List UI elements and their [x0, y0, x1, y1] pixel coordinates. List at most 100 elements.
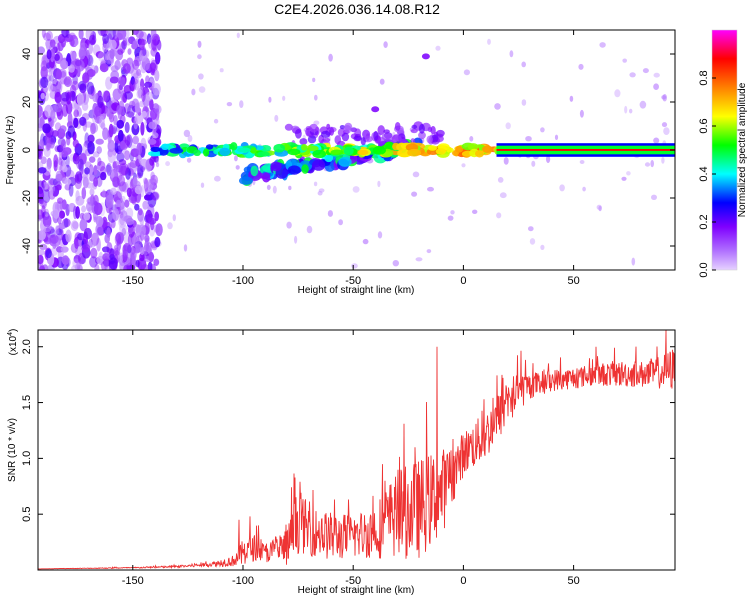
noise-blob	[139, 247, 145, 256]
noise-blob	[140, 166, 146, 173]
noise-blob	[72, 221, 79, 230]
fringe-blob	[395, 135, 402, 142]
ridge-blob	[203, 148, 210, 157]
branch-blob	[301, 164, 309, 174]
noise-blob	[70, 220, 79, 232]
ridge-blob	[307, 145, 319, 152]
faint-blob	[662, 94, 667, 102]
noise-blob	[133, 72, 142, 79]
colorbar-tick-label: 0.8	[698, 70, 710, 85]
colorbar-tick-label: 0.2	[698, 214, 710, 229]
faint-blob	[579, 160, 585, 164]
ridge-blob	[301, 144, 308, 151]
fringe-blob	[431, 134, 439, 143]
noise-blob	[86, 197, 95, 205]
noise-blob	[60, 92, 70, 102]
faint-blob	[266, 184, 271, 190]
faint-blob	[626, 171, 631, 176]
branch-blob	[312, 159, 326, 171]
noise-blob	[64, 178, 72, 186]
fringe-blob	[426, 135, 433, 144]
spectrogram-x-tick-label: 0	[460, 275, 466, 287]
fringe-blob	[299, 138, 308, 145]
faint-blob	[236, 32, 240, 39]
noise-blob	[100, 171, 107, 181]
noise-blob	[125, 135, 131, 146]
noise-blob	[106, 107, 111, 117]
faint-blob	[351, 263, 358, 269]
noise-blob	[119, 224, 128, 233]
noise-blob	[50, 110, 56, 120]
noise-blob	[106, 227, 111, 238]
noise-blob	[125, 37, 132, 46]
colorbar-tick-label: 0.6	[698, 118, 710, 133]
noise-blob	[139, 158, 149, 170]
noise-blob	[155, 223, 163, 237]
noise-blob	[68, 183, 74, 197]
noise-blob	[41, 30, 46, 38]
noise-blob	[72, 139, 79, 148]
noise-blob	[141, 110, 147, 118]
noise-blob	[137, 164, 144, 177]
snr-x-tick-label: 50	[567, 575, 579, 587]
faint-blob	[435, 45, 441, 51]
noise-blob	[134, 203, 140, 211]
faint-blob	[338, 219, 343, 226]
noise-blob	[88, 34, 97, 46]
noise-blob	[59, 143, 65, 153]
faint-blob	[167, 222, 173, 230]
noise-blob	[108, 123, 114, 138]
faint-blob	[540, 127, 545, 133]
faint-blob	[529, 238, 536, 245]
fringe-blob	[410, 128, 418, 134]
branch-blob	[270, 161, 282, 172]
spectrogram-x-tick-label: -100	[232, 275, 254, 287]
faint-blob	[469, 136, 474, 142]
ridge-blob	[169, 147, 184, 154]
noise-blob	[96, 226, 104, 236]
noise-blob	[115, 199, 122, 208]
noise-blob	[88, 43, 94, 55]
noise-blob	[117, 48, 124, 55]
noise-blob	[79, 153, 87, 165]
figure-title: C2E4.2026.036.14.08.R12	[274, 1, 440, 17]
faint-blob	[528, 226, 534, 232]
noise-blob	[38, 249, 45, 256]
faint-blob	[559, 184, 565, 192]
noise-blob	[139, 252, 145, 262]
noise-blob	[98, 115, 105, 128]
noise-blob	[55, 173, 63, 182]
noise-blob	[136, 68, 142, 76]
noise-blob	[67, 112, 73, 126]
noise-blob	[114, 233, 122, 246]
ridge-blob	[407, 148, 421, 157]
noise-blob	[61, 164, 68, 173]
ridge-blob	[161, 143, 169, 150]
noise-blob	[58, 158, 63, 166]
noise-blob	[49, 185, 54, 200]
faint-blob	[328, 53, 333, 62]
fringe-blob	[377, 125, 385, 136]
snr-x-tick-label: 0	[460, 575, 466, 587]
noise-blob	[54, 122, 62, 131]
faint-blob	[313, 181, 318, 187]
noise-blob	[61, 30, 69, 38]
noise-blob	[149, 263, 156, 270]
faint-blob	[239, 100, 244, 108]
faint-blob	[235, 165, 240, 170]
noise-blob	[81, 205, 87, 213]
ridge-blob	[435, 148, 447, 155]
noise-blob	[73, 109, 79, 118]
faint-blob	[579, 109, 584, 118]
noise-blob	[154, 211, 160, 222]
ridge-blob	[482, 145, 493, 153]
faint-blob	[272, 185, 277, 194]
noise-blob	[96, 146, 102, 154]
noise-blob	[123, 264, 131, 270]
snr-x-tick-label: -150	[122, 575, 144, 587]
noise-blob	[54, 102, 63, 113]
faint-blob	[650, 160, 654, 168]
noise-blob	[119, 205, 126, 215]
noise-blob	[102, 90, 110, 103]
spectrogram-y-tick-label: 20	[21, 96, 33, 108]
